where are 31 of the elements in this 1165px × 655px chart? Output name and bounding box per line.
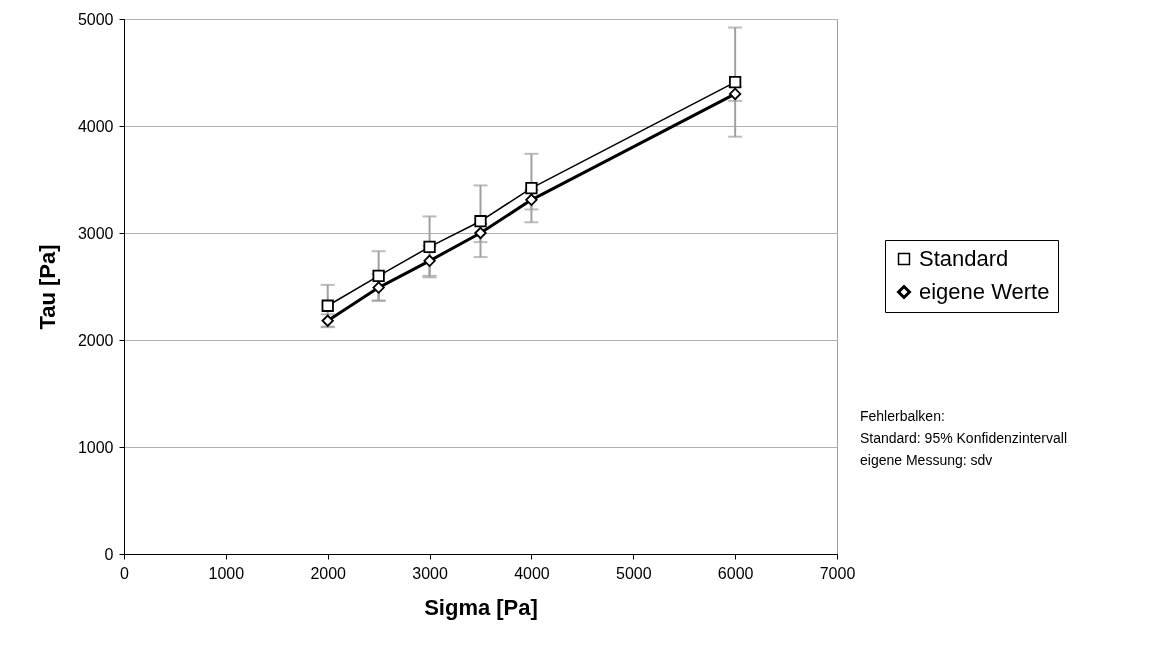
point	[423, 240, 436, 254]
point	[372, 269, 385, 282]
text: Standard: 95% Konfidenzintervall	[860, 430, 1068, 446]
y-tick-label: 5000	[77, 10, 114, 28]
text: Fehlerbalken:	[860, 408, 945, 424]
text: eigene Messung: sdv	[860, 452, 993, 468]
point	[525, 181, 538, 195]
x-tick-label: 6000	[717, 564, 754, 582]
y-tick-label: 2000	[77, 331, 114, 349]
x-tick-label: 4000	[514, 564, 550, 582]
y-tick-label: 3000	[77, 224, 114, 242]
point	[729, 75, 742, 89]
legend-label: Standard	[919, 246, 1009, 271]
point	[474, 215, 487, 228]
y-tick-label: 0	[104, 545, 114, 563]
x-axis-title: Sigma [Pa]	[424, 594, 538, 620]
point	[423, 254, 436, 267]
legend-label: eigene Werte	[919, 279, 1050, 304]
point	[525, 193, 538, 206]
x-tick-label: 7000	[819, 564, 856, 582]
x-tick-label: 5000	[615, 564, 652, 582]
y-tick-label: 4000	[77, 117, 114, 135]
y-tick-label: 1000	[77, 438, 114, 456]
x-tick-label: 0	[120, 564, 130, 582]
y-axis-title: Tau [Pa]	[34, 244, 60, 330]
point	[474, 226, 487, 240]
x-tick-label: 3000	[412, 564, 448, 582]
x-tick-label: 2000	[310, 564, 347, 582]
x-tick-label: 1000	[208, 564, 245, 582]
point	[372, 281, 385, 294]
point	[321, 299, 334, 312]
